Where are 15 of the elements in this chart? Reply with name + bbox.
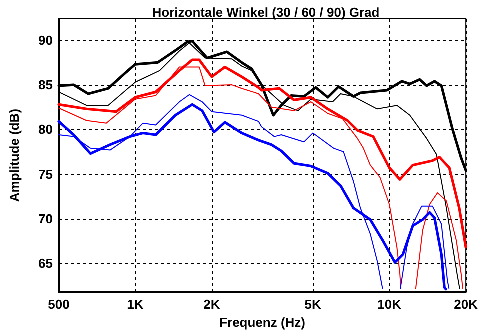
y-tick-label: 75 [38,166,53,182]
y-tick-label: 65 [38,256,53,272]
x-tick-label: 2K [204,297,221,312]
x-tick-label: 10K [378,297,402,312]
y-tick-label: 70 [38,211,53,226]
y-tick-label: 90 [38,32,53,48]
chart-title: Horizontale Winkel (30 / 60 / 90) Grad [152,5,380,20]
y-tick-label: 80 [38,122,53,138]
x-tick-label: 1K [127,297,144,312]
y-tick-label: 85 [38,78,53,93]
x-tick-label: 5K [304,297,322,312]
y-axis-title: Amplitude (dB) [7,108,22,202]
x-tick-label: 20K [454,297,479,312]
x-tick-label: 500 [48,297,70,312]
x-axis-title: Frequenz (Hz) [220,315,306,330]
